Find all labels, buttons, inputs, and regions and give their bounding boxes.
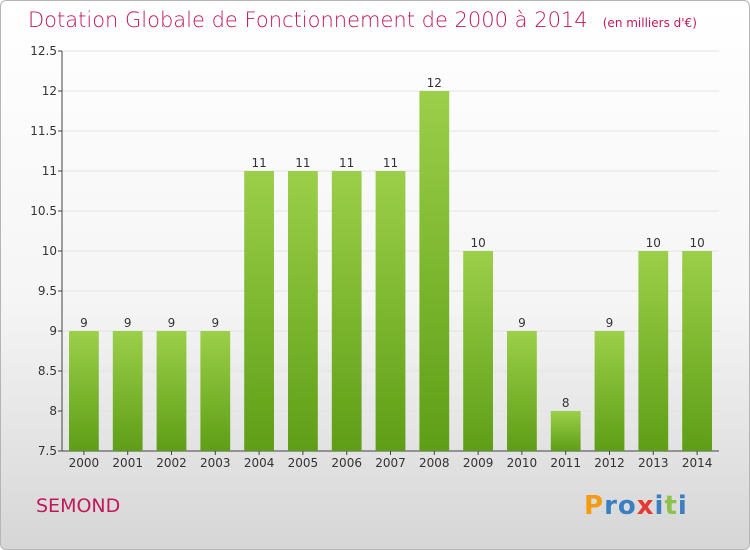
- data-label: 9: [124, 316, 132, 330]
- x-tick-label: 2012: [594, 456, 625, 470]
- data-label: 10: [470, 236, 485, 250]
- data-label: 12: [427, 76, 442, 90]
- logo-letter: P: [584, 491, 605, 521]
- x-tick-label: 2006: [331, 456, 362, 470]
- bars: [69, 91, 712, 451]
- y-tick-label: 8: [49, 404, 57, 418]
- bar: [682, 251, 712, 451]
- x-tick-label: 2009: [463, 456, 494, 470]
- chart-subtitle: (en milliers d'€): [602, 16, 697, 30]
- y-tick-label: 11: [42, 164, 57, 178]
- y-tick-label: 7.5: [38, 444, 57, 458]
- logo-letter: o: [617, 491, 637, 521]
- bar: [375, 171, 406, 451]
- bar: [331, 171, 362, 451]
- bar: [156, 331, 187, 451]
- x-tick-label: 2005: [288, 456, 319, 470]
- y-tick-label: 12: [42, 84, 57, 98]
- logo-letter: r: [604, 491, 618, 521]
- data-label: 10: [689, 236, 704, 250]
- x-tick-label: 2008: [419, 456, 450, 470]
- data-label: 10: [646, 236, 661, 250]
- y-tick-label: 9.5: [38, 284, 57, 298]
- y-tick-label: 10: [42, 244, 57, 258]
- x-tick-label: 2002: [156, 456, 187, 470]
- y-tick-label: 9: [49, 324, 57, 338]
- bar: [419, 91, 450, 451]
- data-label: 9: [168, 316, 176, 330]
- data-label: 11: [295, 156, 310, 170]
- bar: [244, 171, 274, 451]
- x-tick-label: 2010: [507, 456, 538, 470]
- title-row: Dotation Globale de Fonctionnement de 20…: [28, 8, 697, 32]
- proxiti-logo: Proxiti: [584, 491, 688, 521]
- data-label: 9: [211, 316, 219, 330]
- logo-letter: i: [677, 491, 688, 521]
- bar: [200, 331, 231, 451]
- data-label: 8: [562, 396, 570, 410]
- x-tick-label: 2007: [375, 456, 406, 470]
- data-label: 9: [80, 316, 88, 330]
- place-name: SEMOND: [36, 495, 121, 517]
- bar: [112, 331, 143, 451]
- y-tick-label: 8.5: [38, 364, 57, 378]
- bar: [463, 251, 493, 451]
- y-tick-label: 12.5: [30, 44, 57, 58]
- chart-title: Dotation Globale de Fonctionnement de 20…: [28, 8, 588, 32]
- data-label: 9: [606, 316, 614, 330]
- data-label: 11: [339, 156, 354, 170]
- bar: [288, 171, 318, 451]
- x-tick-label: 2014: [682, 456, 713, 470]
- bar: [507, 331, 537, 451]
- y-tick-label: 11.5: [30, 124, 57, 138]
- logo-letter: t: [664, 491, 678, 521]
- y-tick-label: 10.5: [30, 204, 57, 218]
- bar: [550, 411, 581, 451]
- labels: 7.5 8 8.5 9 9.5 10 10.5 11 11.5 12 12.5 9 2000 9 2001 9…: [30, 44, 712, 470]
- bar: [594, 331, 625, 451]
- x-tick-label: 2003: [200, 456, 231, 470]
- logo-letter: x: [636, 491, 655, 521]
- data-label: 11: [383, 156, 398, 170]
- x-tick-label: 2000: [69, 456, 100, 470]
- bar: [69, 331, 99, 451]
- x-tick-label: 2013: [638, 456, 669, 470]
- x-tick-label: 2004: [244, 456, 275, 470]
- x-tick-label: 2001: [112, 456, 143, 470]
- logo-letter: i: [654, 491, 665, 521]
- data-label: 9: [518, 316, 526, 330]
- data-label: 11: [251, 156, 266, 170]
- bar: [638, 251, 669, 451]
- x-tick-label: 2011: [550, 456, 581, 470]
